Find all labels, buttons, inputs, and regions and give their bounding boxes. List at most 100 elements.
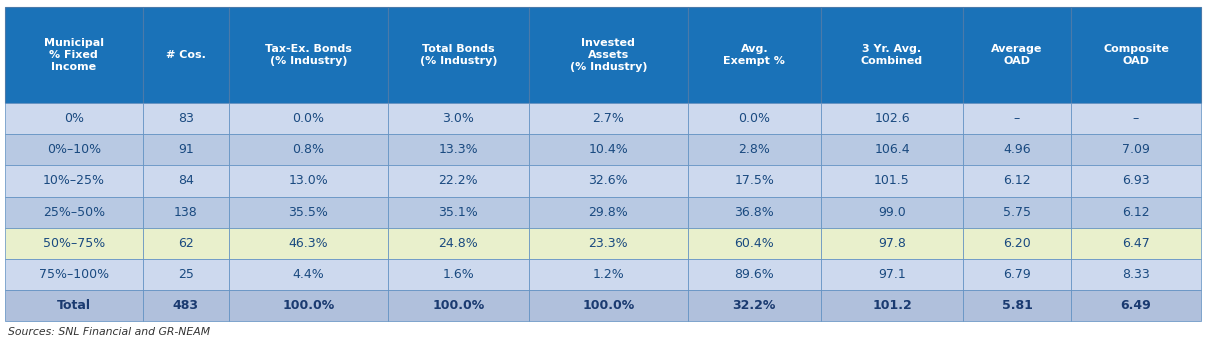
Bar <box>388 103 529 134</box>
Text: Composite
OAD: Composite OAD <box>1103 44 1169 66</box>
Text: 99.0: 99.0 <box>878 206 906 219</box>
Bar <box>388 134 529 166</box>
Text: –: – <box>1013 112 1021 125</box>
Text: 36.8%: 36.8% <box>734 206 774 219</box>
Bar <box>529 259 688 290</box>
Text: 13.3%: 13.3% <box>439 143 478 156</box>
Text: 25: 25 <box>178 268 194 281</box>
Bar <box>5 103 142 134</box>
Bar <box>229 134 388 166</box>
Bar <box>821 103 963 134</box>
Bar <box>142 7 229 103</box>
Text: 100.0%: 100.0% <box>433 299 484 312</box>
Bar <box>821 134 963 166</box>
Bar <box>1070 228 1201 259</box>
Text: 100.0%: 100.0% <box>282 299 335 312</box>
Text: 97.8: 97.8 <box>878 237 906 250</box>
Bar <box>688 290 821 321</box>
Text: 23.3%: 23.3% <box>588 237 628 250</box>
Bar <box>821 259 963 290</box>
Bar <box>1070 7 1201 103</box>
Text: Average
OAD: Average OAD <box>992 44 1042 66</box>
Bar <box>1070 166 1201 196</box>
Text: Avg.
Exempt %: Avg. Exempt % <box>723 44 786 66</box>
Text: 2.8%: 2.8% <box>739 143 770 156</box>
Text: 0.0%: 0.0% <box>293 112 324 125</box>
Bar <box>388 166 529 196</box>
Text: –: – <box>1133 112 1139 125</box>
Bar <box>142 103 229 134</box>
Bar <box>229 196 388 228</box>
Text: 84: 84 <box>178 175 194 187</box>
Bar <box>1070 259 1201 290</box>
Text: 91: 91 <box>178 143 194 156</box>
Bar <box>142 228 229 259</box>
Bar <box>529 103 688 134</box>
Text: 13.0%: 13.0% <box>288 175 328 187</box>
Bar <box>142 134 229 166</box>
Bar <box>229 166 388 196</box>
Text: Total Bonds
(% Industry): Total Bonds (% Industry) <box>419 44 498 66</box>
Text: 24.8%: 24.8% <box>439 237 478 250</box>
Text: 89.6%: 89.6% <box>734 268 774 281</box>
Text: 29.8%: 29.8% <box>588 206 628 219</box>
Text: 1.2%: 1.2% <box>593 268 624 281</box>
Text: Total: Total <box>57 299 90 312</box>
Text: 6.47: 6.47 <box>1122 237 1150 250</box>
Bar <box>963 166 1070 196</box>
Bar <box>529 134 688 166</box>
Text: 46.3%: 46.3% <box>288 237 328 250</box>
Text: Sources: SNL Financial and GR-NEAM: Sources: SNL Financial and GR-NEAM <box>8 327 211 337</box>
Text: 32.6%: 32.6% <box>588 175 628 187</box>
Bar <box>142 166 229 196</box>
Text: 0%–10%: 0%–10% <box>47 143 101 156</box>
Bar <box>5 166 142 196</box>
Bar <box>5 196 142 228</box>
Text: 62: 62 <box>178 237 194 250</box>
Text: 6.79: 6.79 <box>1003 268 1030 281</box>
Text: 22.2%: 22.2% <box>439 175 478 187</box>
Bar <box>529 228 688 259</box>
Bar <box>529 290 688 321</box>
Text: 5.75: 5.75 <box>1003 206 1031 219</box>
Bar <box>388 7 529 103</box>
Text: 35.5%: 35.5% <box>288 206 328 219</box>
Bar <box>963 134 1070 166</box>
Bar <box>688 259 821 290</box>
Text: 97.1: 97.1 <box>878 268 906 281</box>
Text: # Cos.: # Cos. <box>166 50 206 60</box>
Text: 32.2%: 32.2% <box>733 299 776 312</box>
Text: 60.4%: 60.4% <box>734 237 774 250</box>
Text: 10.4%: 10.4% <box>588 143 628 156</box>
Bar <box>963 259 1070 290</box>
Text: 483: 483 <box>172 299 199 312</box>
Bar <box>142 290 229 321</box>
Text: 138: 138 <box>174 206 198 219</box>
Text: 8.33: 8.33 <box>1122 268 1150 281</box>
Text: 6.12: 6.12 <box>1122 206 1150 219</box>
Bar <box>388 228 529 259</box>
Text: 6.49: 6.49 <box>1121 299 1152 312</box>
Text: 101.5: 101.5 <box>874 175 910 187</box>
Text: 100.0%: 100.0% <box>582 299 635 312</box>
Bar <box>688 7 821 103</box>
Text: 0%: 0% <box>64 112 83 125</box>
Text: 1.6%: 1.6% <box>442 268 475 281</box>
Bar <box>963 290 1070 321</box>
Bar <box>688 228 821 259</box>
Text: 6.93: 6.93 <box>1122 175 1150 187</box>
Text: 83: 83 <box>178 112 194 125</box>
Bar <box>388 290 529 321</box>
Bar <box>229 103 388 134</box>
Bar <box>963 196 1070 228</box>
Bar <box>388 196 529 228</box>
Text: 101.2: 101.2 <box>872 299 912 312</box>
Text: 50%–75%: 50%–75% <box>42 237 105 250</box>
Bar <box>388 259 529 290</box>
Bar <box>229 7 388 103</box>
Text: 10%–25%: 10%–25% <box>42 175 105 187</box>
Bar <box>821 290 963 321</box>
Bar <box>821 196 963 228</box>
Bar <box>142 196 229 228</box>
Bar <box>529 196 688 228</box>
